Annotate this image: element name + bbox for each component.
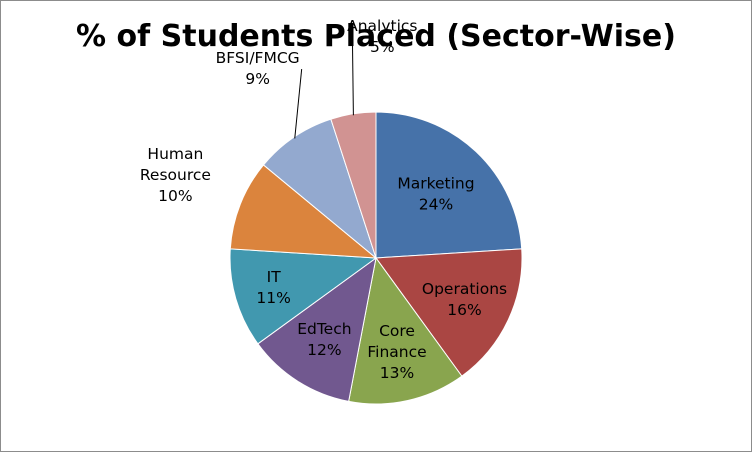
- data-label-core-finance: 13%: [380, 364, 414, 382]
- pie-slice-bfsi-fmcg: [262, 118, 378, 260]
- pie-slice-it: [229, 248, 378, 345]
- data-label-operations: 16%: [447, 301, 481, 319]
- data-label-edtech: 12%: [307, 341, 341, 359]
- data-label-analytics: 5%: [370, 38, 395, 56]
- category-label-core-finance-1: Finance: [367, 343, 426, 361]
- data-label-human-resource: 10%: [158, 187, 192, 205]
- pie-slice-operations: [375, 248, 523, 377]
- leader-line-bfsi-fmcg: [294, 69, 303, 139]
- data-label-bfsi-fmcg: 9%: [245, 70, 270, 88]
- pie-slice-edtech: [257, 256, 377, 402]
- category-label-bfsi-fmcg: BFSI/FMCG: [216, 49, 300, 67]
- category-label-marketing: Marketing: [397, 175, 474, 193]
- pie-slice-human-resource: [229, 164, 378, 259]
- category-label-it: IT: [267, 268, 282, 286]
- data-label-marketing: 24%: [419, 196, 453, 214]
- category-label-operations: Operations: [422, 280, 507, 298]
- category-label-analytics: Analytics: [347, 17, 417, 35]
- category-label-core-finance-0: Core: [379, 322, 415, 340]
- pie-slice-marketing: [375, 111, 523, 259]
- category-label-edtech: EdTech: [297, 320, 351, 338]
- data-label-it: 11%: [256, 289, 290, 307]
- chart-title: % of Students Placed (Sector-Wise): [76, 19, 676, 54]
- category-label-human-resource-0: Human: [147, 145, 203, 163]
- leader-line-analytics: [351, 29, 354, 116]
- pie-slice-core-finance: [348, 256, 463, 405]
- category-label-human-resource-1: Resource: [140, 166, 211, 184]
